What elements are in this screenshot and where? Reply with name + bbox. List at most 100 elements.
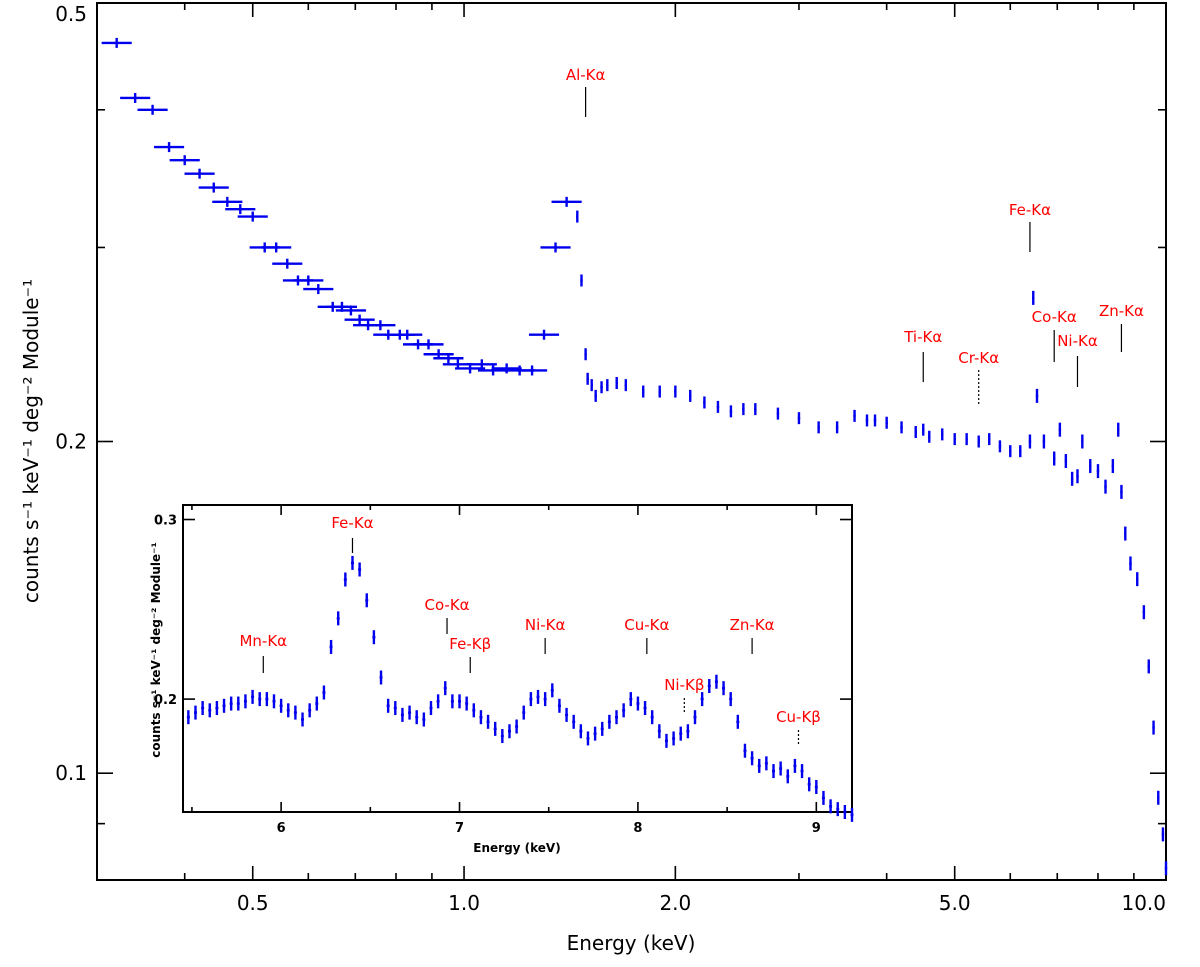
data-point [335, 305, 366, 316]
data-point [928, 430, 931, 443]
inset-data-point [515, 719, 519, 734]
inset-data-point [458, 694, 462, 709]
inset-data-point [814, 780, 818, 795]
data-point [590, 379, 593, 392]
data-point [853, 409, 856, 422]
data-point [466, 359, 497, 370]
inset-data-point [543, 692, 547, 707]
inset-data-point [672, 731, 676, 746]
data-point [1124, 526, 1127, 541]
inset-data-point [650, 710, 654, 725]
inset-data-point [843, 805, 847, 819]
data-point [922, 423, 925, 436]
data-point [1058, 422, 1062, 437]
inset-data-point [308, 703, 312, 718]
inset-data-point [450, 694, 454, 709]
data-point [873, 414, 877, 427]
data-point [1035, 388, 1039, 403]
inset-x-tick-label: 7 [455, 821, 464, 836]
data-point [1120, 484, 1123, 499]
inset-annotation-label: Cu-Kα [624, 616, 669, 634]
inset-data-point [700, 692, 704, 707]
inset-data-point [607, 714, 611, 729]
inset-data-point [664, 733, 668, 748]
y-tick-label: 0.1 [55, 761, 87, 785]
inset-data-point [415, 710, 419, 725]
line-annotation: Co-Kα [1032, 308, 1077, 362]
data-point [1076, 469, 1079, 484]
inset-data-point [186, 710, 190, 725]
data-point [1081, 434, 1084, 449]
data-point [900, 421, 903, 434]
data-point [212, 196, 243, 207]
inset-data-point [272, 694, 276, 709]
inset-data-point [629, 692, 633, 707]
x-tick-label: 0.5 [237, 891, 269, 915]
data-point [642, 385, 645, 398]
inset-data-point [579, 724, 583, 739]
inset-data-point [750, 751, 754, 766]
inset-data-point [729, 692, 733, 707]
data-point [977, 435, 980, 448]
inset-data-point [686, 724, 690, 739]
inset-line-annotation: Ni-Kβ [664, 676, 704, 714]
inset-data-point [408, 705, 412, 720]
inset-line-annotation: Mn-Kα [239, 632, 287, 673]
data-point [586, 372, 589, 385]
data-point [658, 385, 661, 398]
inset-annotation-label: Zn-Kα [730, 616, 775, 634]
inset-data-point [208, 703, 212, 718]
inset-plot-background [183, 505, 852, 812]
y-tick-label: 0.2 [55, 430, 87, 454]
data-point [1129, 556, 1132, 571]
inset-annotation-label: Fe-Kβ [449, 635, 491, 653]
inset-data-point [201, 701, 205, 716]
inset-data-point [315, 696, 319, 711]
data-point [1032, 290, 1035, 305]
data-point [120, 92, 151, 103]
data-point [198, 182, 229, 193]
data-point [169, 155, 200, 166]
x-tick-label: 10.0 [1121, 891, 1166, 915]
inset-y-axis-label: counts s⁻¹ keV⁻¹ deg⁻² Module⁻¹ [149, 542, 163, 758]
inset-data-point [350, 555, 354, 570]
inset-data-point [722, 681, 726, 696]
inset-data-point [600, 721, 604, 736]
inset-data-point [707, 679, 711, 694]
data-point [742, 403, 745, 416]
data-point [988, 433, 991, 446]
inset-x-tick-label: 6 [277, 821, 286, 836]
data-point [1009, 445, 1012, 458]
inset-line-annotation: Fe-Kα [331, 514, 374, 553]
main-plot: 0.5 1.0 2.0 5.0 10.0 0.1 0.2 0.5 Al-Kα Co-Kα Ti-K… [19, 2, 1168, 955]
inset-data-point [279, 698, 283, 713]
inset-line-annotation: Ni-Kα [525, 616, 566, 654]
data-point [225, 204, 256, 215]
inset-y-tick-label: 0.3 [154, 514, 177, 529]
data-point [1028, 434, 1032, 449]
data-point [365, 320, 396, 331]
data-point [776, 407, 780, 420]
inset-data-point [836, 802, 840, 817]
data-point [1136, 572, 1139, 587]
data-point [1070, 471, 1074, 486]
inset-data-point [486, 714, 490, 729]
inset-line-annotation: Zn-Kα [730, 616, 775, 654]
data-point [1164, 861, 1168, 876]
line-annotation: Cr-Kα [958, 349, 999, 406]
inset-x-tick-label: 9 [812, 821, 821, 836]
inset-data-point [472, 703, 476, 718]
inset-annotation-label: Mn-Kα [239, 632, 287, 650]
annotation-label: Zn-Kα [1099, 302, 1144, 320]
data-point [674, 385, 677, 398]
inset-data-point [829, 799, 833, 814]
data-point [517, 365, 548, 376]
inset-line-annotations: Mn-Kα Fe-Kα Co-Kα Fe-Kβ Ni-Kα Cu-Kα Ni-Kβ Zn-Kα… [239, 514, 821, 746]
line-annotation: Al-Kα [566, 66, 605, 117]
inset-annotation-label: Co-Kα [424, 596, 469, 614]
inset-data-point [714, 674, 718, 689]
inset-data-point [550, 683, 554, 698]
data-point [528, 329, 560, 340]
